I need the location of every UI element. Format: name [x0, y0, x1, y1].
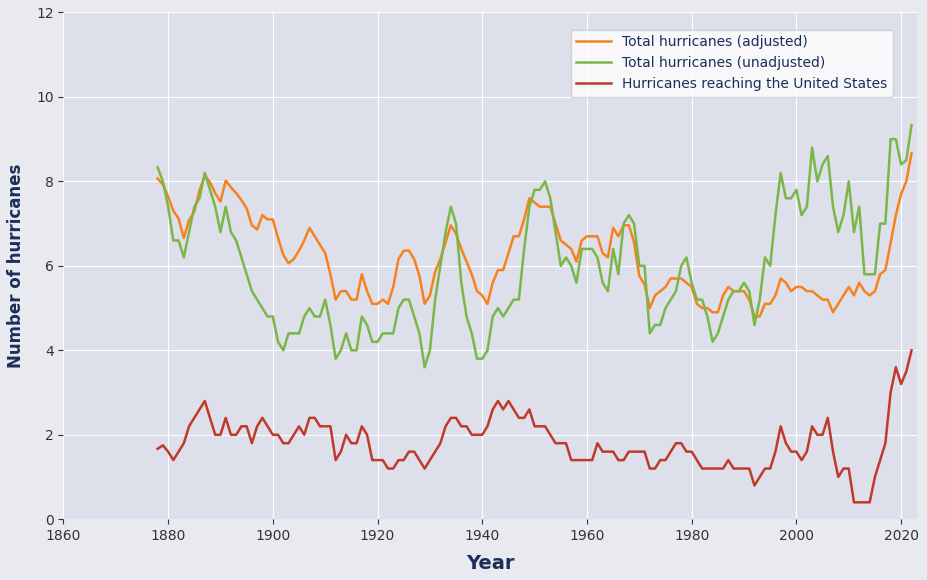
Y-axis label: Number of hurricanes: Number of hurricanes — [6, 164, 25, 368]
X-axis label: Year: Year — [465, 554, 514, 573]
Legend: Total hurricanes (adjusted), Total hurricanes (unadjusted), Hurricanes reaching : Total hurricanes (adjusted), Total hurri… — [570, 30, 892, 96]
